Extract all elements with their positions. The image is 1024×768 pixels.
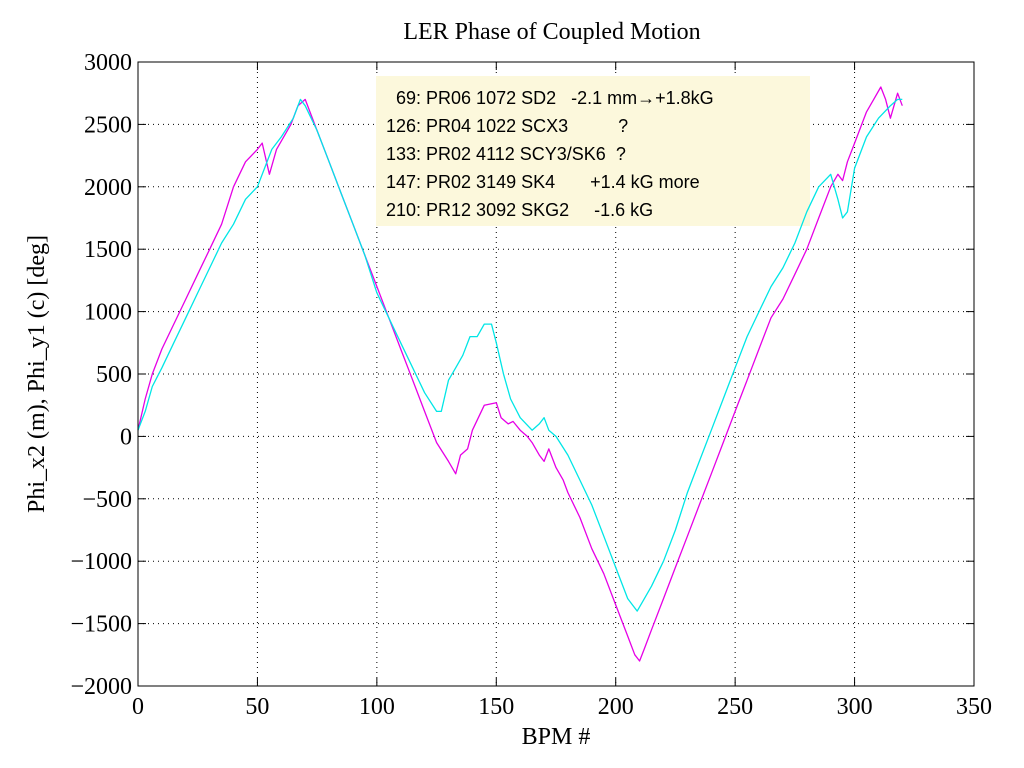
y-tick-label: 1000 — [84, 300, 132, 326]
x-tick-label: 200 — [598, 694, 634, 720]
y-axis-label: Phi_x2 (m), Phi_y1 (c) [deg] — [24, 235, 50, 513]
series-phi-x2-line — [137, 86, 903, 662]
x-tick-label: 250 — [717, 694, 753, 720]
annotation-line-2: 126: PR04 1022 SCX3 ? — [386, 116, 628, 136]
x-tick-label: 300 — [837, 694, 873, 720]
y-tick-label: 500 — [96, 362, 132, 388]
x-axis-label: BPM # — [522, 724, 591, 750]
x-tick-label: 0 — [132, 694, 144, 720]
annotation-line-3: 133: PR02 4112 SCY3/SK6 ? — [386, 144, 626, 164]
y-tick-label: −1500 — [70, 612, 132, 638]
y-tick-label: 1500 — [84, 237, 132, 263]
y-tick-label: 2500 — [84, 112, 132, 138]
y-tick-label: 3000 — [84, 50, 132, 76]
y-tick-label: −1000 — [70, 549, 132, 575]
annotation-line-1: 69: PR06 1072 SD2 -2.1 mm→+1.8kG — [386, 88, 714, 108]
y-tick-label: 0 — [120, 424, 132, 450]
annotation-background — [376, 76, 810, 226]
series-phi-y1-line — [137, 98, 903, 612]
x-tick-label: 100 — [359, 694, 395, 720]
chart-title: LER Phase of Coupled Motion — [403, 19, 700, 45]
y-tick-label: 2000 — [84, 175, 132, 201]
y-tick-label: −2000 — [70, 674, 132, 700]
x-tick-label: 50 — [245, 694, 269, 720]
annotation-box: 69: PR06 1072 SD2 -2.1 mm→+1.8kG 126: PR… — [376, 76, 810, 226]
annotation-line-5: 210: PR12 3092 SKG2 -1.6 kG — [386, 200, 653, 220]
x-tick-label: 350 — [956, 694, 992, 720]
series-group — [137, 86, 903, 662]
annotation-line-4: 147: PR02 3149 SK4 +1.4 kG more — [386, 172, 700, 192]
ticks: 0 50 100 150 200 250 300 350 −2000 −1500 −1000 −500… — [70, 50, 992, 720]
grid — [138, 62, 974, 686]
x-tick-label: 150 — [478, 694, 514, 720]
y-tick-label: −500 — [82, 487, 132, 513]
